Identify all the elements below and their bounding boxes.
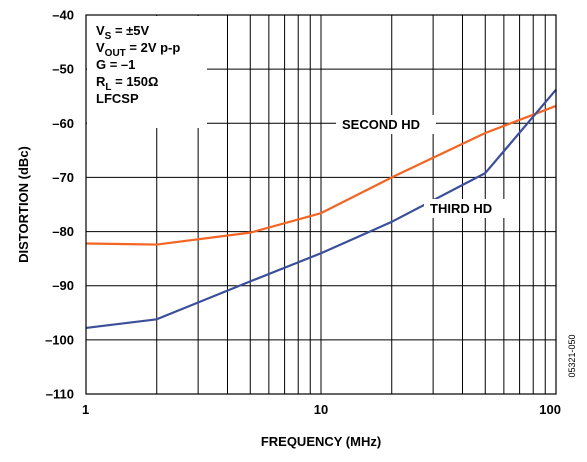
series-line-second-hd xyxy=(85,104,557,246)
y-tick-label: –80 xyxy=(52,224,74,239)
condition-line: G = –1 xyxy=(96,57,135,72)
series-label-bg xyxy=(336,115,436,134)
series-label-bg xyxy=(424,199,509,218)
condition-line: RL = 150Ω xyxy=(96,74,158,93)
x-tick-label: 100 xyxy=(539,402,561,417)
condition-line: VS = ±5V xyxy=(96,23,150,42)
series-labels: SECOND HD THIRD HD xyxy=(336,115,509,218)
y-tick-label: –70 xyxy=(52,170,74,185)
y-tick-label: –60 xyxy=(52,116,74,131)
series-label: SECOND HD xyxy=(342,117,420,132)
plot-frame xyxy=(85,14,557,395)
x-tick-label: 10 xyxy=(314,402,328,417)
series-label: THIRD HD xyxy=(430,201,492,216)
y-tick-label: –110 xyxy=(46,387,74,402)
series-line-third-hd xyxy=(85,89,557,330)
x-tick-label: 1 xyxy=(82,402,89,417)
condition-line: LFCSP xyxy=(96,91,139,106)
conditions-box xyxy=(87,16,207,128)
y-axis-title: DISTORTION (dBc) xyxy=(16,146,31,263)
series-lines xyxy=(85,89,557,330)
x-axis-title: FREQUENCY (MHz) xyxy=(261,434,381,449)
y-tick-label: –40 xyxy=(52,8,74,23)
condition-line: VOUT = 2V p-p xyxy=(96,40,180,59)
figure-id: 05321-050 xyxy=(567,334,577,377)
y-tick-label: –50 xyxy=(52,62,74,77)
tick-labels: –40 –50 –60 –70 –80 –90 –100 –110 1 10 100 xyxy=(45,8,561,418)
y-tick-label: –90 xyxy=(52,278,74,293)
y-tick-label: –100 xyxy=(45,332,74,347)
